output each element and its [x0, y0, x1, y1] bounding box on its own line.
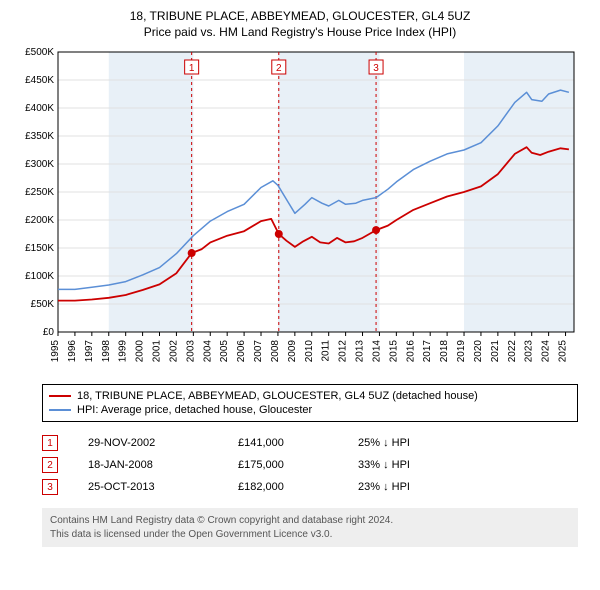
svg-text:£400K: £400K	[25, 103, 54, 114]
event-row: 2 18-JAN-2008 £175,000 33% ↓ HPI	[42, 454, 578, 476]
legend-label: 18, TRIBUNE PLACE, ABBEYMEAD, GLOUCESTER…	[77, 390, 478, 402]
legend-swatch	[49, 395, 71, 397]
svg-text:2020: 2020	[473, 340, 484, 363]
svg-text:£250K: £250K	[25, 187, 54, 198]
svg-text:1996: 1996	[67, 340, 78, 363]
price-chart: £0 £50K £100K £150K £200K £250K £300K £350K £400…	[10, 46, 590, 376]
svg-text:2023: 2023	[524, 340, 535, 363]
chart-title: 18, TRIBUNE PLACE, ABBEYMEAD, GLOUCESTER…	[10, 8, 590, 40]
event-date: 25-OCT-2013	[88, 481, 208, 493]
svg-text:2018: 2018	[439, 340, 450, 363]
attribution-footer: Contains HM Land Registry data © Crown c…	[42, 508, 578, 547]
svg-text:2013: 2013	[355, 340, 366, 363]
svg-text:3: 3	[373, 63, 379, 74]
svg-text:2007: 2007	[253, 340, 264, 363]
svg-text:£350K: £350K	[25, 131, 54, 142]
event-badge: 3	[42, 479, 58, 495]
event-table: 1 29-NOV-2002 £141,000 25% ↓ HPI 2 18-JAN-200…	[42, 432, 578, 498]
svg-text:2010: 2010	[304, 340, 315, 363]
event-pct: 25% ↓ HPI	[358, 437, 468, 449]
svg-text:2022: 2022	[507, 340, 518, 363]
event-row: 3 25-OCT-2013 £182,000 23% ↓ HPI	[42, 476, 578, 498]
svg-text:2016: 2016	[405, 340, 416, 363]
event-price: £175,000	[238, 459, 328, 471]
svg-text:2015: 2015	[388, 340, 399, 363]
svg-text:£500K: £500K	[25, 47, 54, 58]
svg-text:2000: 2000	[135, 340, 146, 363]
svg-text:1997: 1997	[84, 340, 95, 363]
svg-text:£300K: £300K	[25, 159, 54, 170]
svg-text:2009: 2009	[287, 340, 298, 363]
svg-text:2002: 2002	[168, 340, 179, 363]
legend-row: 18, TRIBUNE PLACE, ABBEYMEAD, GLOUCESTER…	[49, 389, 571, 403]
svg-text:2017: 2017	[422, 340, 433, 363]
legend-swatch	[49, 409, 71, 411]
event-row: 1 29-NOV-2002 £141,000 25% ↓ HPI	[42, 432, 578, 454]
event-pct: 33% ↓ HPI	[358, 459, 468, 471]
svg-text:£200K: £200K	[25, 215, 54, 226]
svg-text:2019: 2019	[456, 340, 467, 363]
event-badge: 1	[42, 435, 58, 451]
legend-label: HPI: Average price, detached house, Glou…	[77, 404, 312, 416]
svg-text:2014: 2014	[371, 340, 382, 363]
svg-text:2: 2	[276, 63, 282, 74]
svg-text:£0: £0	[43, 327, 55, 338]
svg-text:2008: 2008	[270, 340, 281, 363]
event-date: 18-JAN-2008	[88, 459, 208, 471]
title-line-1: 18, TRIBUNE PLACE, ABBEYMEAD, GLOUCESTER…	[10, 8, 590, 24]
svg-text:2004: 2004	[202, 340, 213, 363]
event-badge: 2	[42, 457, 58, 473]
legend: 18, TRIBUNE PLACE, ABBEYMEAD, GLOUCESTER…	[42, 384, 578, 422]
svg-text:2005: 2005	[219, 340, 230, 363]
svg-text:2006: 2006	[236, 340, 247, 363]
svg-text:£150K: £150K	[25, 243, 54, 254]
svg-text:1998: 1998	[101, 340, 112, 363]
svg-text:£100K: £100K	[25, 271, 54, 282]
svg-text:2021: 2021	[490, 340, 501, 363]
title-line-2: Price paid vs. HM Land Registry's House …	[10, 24, 590, 40]
chart-svg: £0 £50K £100K £150K £200K £250K £300K £350K £400…	[10, 46, 590, 376]
svg-text:1: 1	[189, 63, 195, 74]
legend-row: HPI: Average price, detached house, Glou…	[49, 403, 571, 417]
event-price: £182,000	[238, 481, 328, 493]
svg-text:2011: 2011	[321, 340, 332, 362]
svg-text:1995: 1995	[50, 340, 61, 363]
svg-text:2001: 2001	[152, 340, 163, 363]
event-pct: 23% ↓ HPI	[358, 481, 468, 493]
footer-line-2: This data is licensed under the Open Gov…	[50, 528, 570, 542]
footer-line-1: Contains HM Land Registry data © Crown c…	[50, 514, 570, 528]
svg-text:1999: 1999	[118, 340, 129, 363]
svg-text:£50K: £50K	[31, 299, 55, 310]
svg-text:£450K: £450K	[25, 75, 54, 86]
svg-text:2024: 2024	[541, 340, 552, 363]
svg-text:2003: 2003	[185, 340, 196, 363]
event-date: 29-NOV-2002	[88, 437, 208, 449]
event-price: £141,000	[238, 437, 328, 449]
svg-text:2012: 2012	[338, 340, 349, 363]
svg-text:2025: 2025	[558, 340, 569, 363]
